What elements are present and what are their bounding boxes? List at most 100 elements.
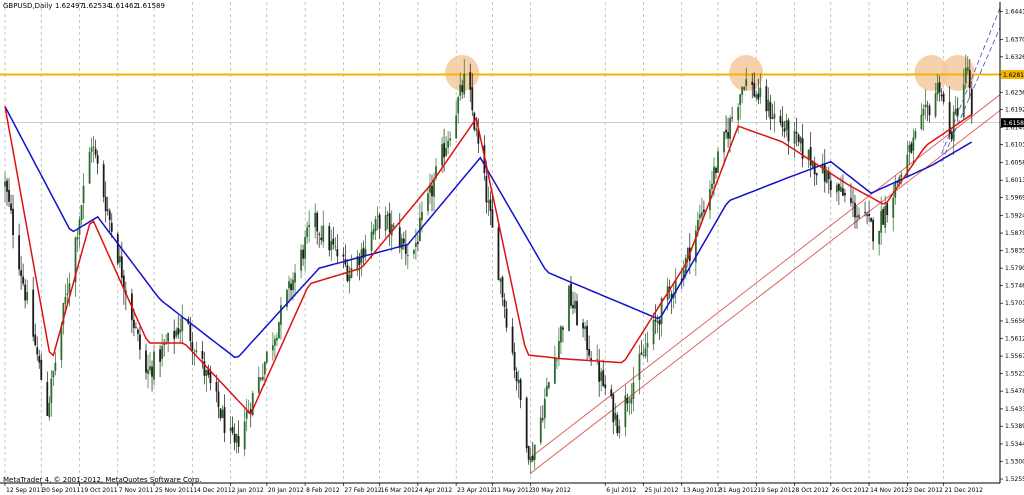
candle-body-198 <box>560 326 562 343</box>
candle-body-47 <box>135 326 137 328</box>
candle-body-62 <box>177 327 180 335</box>
y-tick-label-7: 1.61030 <box>1005 142 1024 149</box>
candle-body-302 <box>854 202 856 218</box>
candle-body-89 <box>251 393 254 416</box>
candle-body-55 <box>159 349 161 363</box>
candle-body-66 <box>189 324 192 342</box>
candle-body-50 <box>145 350 147 373</box>
candle-body-176 <box>499 279 502 282</box>
x-tick-label-8: 8 Feb 2012 <box>306 487 340 494</box>
trend-channel-line-0 <box>530 110 1001 474</box>
candle-body-42 <box>120 256 123 278</box>
candle-body-282 <box>797 134 800 142</box>
candle-body-0 <box>4 181 6 187</box>
candle-body-79 <box>223 407 226 433</box>
ohlc-low: 1.61462 <box>109 2 138 10</box>
candle-body-307 <box>868 214 870 217</box>
resistance-price-label: 1.62810 <box>1003 72 1024 79</box>
candle-body-3 <box>10 203 12 211</box>
candle-body-264 <box>745 79 748 86</box>
candle-body-313 <box>884 205 887 228</box>
candle-body-275 <box>779 116 782 123</box>
x-tick-label-12: 23 Apr 2012 <box>457 487 494 494</box>
candle-body-178 <box>503 299 506 307</box>
candle-body-233 <box>658 319 661 325</box>
candle-body-287 <box>811 160 814 168</box>
candle-body-102 <box>290 283 292 291</box>
candle-body-292 <box>825 171 828 183</box>
y-tick-label-21: 1.54780 <box>1005 388 1024 395</box>
candle-body-267 <box>755 94 758 99</box>
candle-body-76 <box>217 391 220 408</box>
candle-body-288 <box>813 163 816 175</box>
candle-body-179 <box>505 308 508 328</box>
candle-body-107 <box>304 237 307 259</box>
candle-body-57 <box>163 343 166 345</box>
candle-body-194 <box>547 382 550 389</box>
candle-body-202 <box>572 304 574 309</box>
candle-body-131 <box>372 229 375 235</box>
candle-body-119 <box>336 249 339 257</box>
candle-body-95 <box>271 345 274 351</box>
candle-body-147 <box>417 241 419 244</box>
candle-body-297 <box>839 186 842 192</box>
candle-body-184 <box>519 379 522 401</box>
x-tick-label-5: 14 Dec 2011 <box>193 487 232 494</box>
candle-body-251 <box>711 183 713 189</box>
candle-body-299 <box>844 192 846 196</box>
candle-body-310 <box>878 231 881 245</box>
y-tick-label-12: 1.58790 <box>1005 230 1024 237</box>
candle-body-231 <box>654 319 657 322</box>
y-tick-label-26: 1.52550 <box>1005 476 1024 483</box>
candle-body-183 <box>517 379 520 384</box>
axes <box>0 2 1001 484</box>
candle-body-246 <box>696 219 699 231</box>
highlight-circle-2 <box>914 54 949 91</box>
candle-body-74 <box>209 372 212 384</box>
candle-body-15 <box>46 382 49 416</box>
candle-body-341 <box>964 67 967 84</box>
candle-body-39 <box>110 222 113 232</box>
x-tick-label-7: 20 Jan 2012 <box>268 487 304 494</box>
candle-body-189 <box>533 444 536 460</box>
candle-body-257 <box>727 132 729 139</box>
candle-body-149 <box>421 211 423 221</box>
candle-body-320 <box>906 154 909 177</box>
chart-text: GBPUSD,Daily 1.62497 1.62534 1.61462 1.6… <box>3 2 202 484</box>
candle-body-225 <box>638 354 641 380</box>
candle-body-63 <box>179 329 182 333</box>
candle-body-306 <box>866 214 868 216</box>
moving-averages <box>4 106 973 416</box>
candle-body-165 <box>469 72 472 90</box>
y-tick-label-5: 1.61920 <box>1005 107 1024 114</box>
candle-body-10 <box>32 289 35 337</box>
candle-body-226 <box>640 352 643 355</box>
candle-body-222 <box>628 401 631 402</box>
candle-body-322 <box>910 143 913 154</box>
candle-body-281 <box>795 132 798 134</box>
y-tick-label-13: 1.58350 <box>1005 247 1024 254</box>
candle-body-196 <box>555 359 558 361</box>
candle-body-314 <box>886 203 889 216</box>
candle-body-239 <box>674 279 677 294</box>
candle-body-127 <box>360 249 363 263</box>
candle-body-339 <box>956 108 959 116</box>
candle-body-28 <box>80 205 83 220</box>
candle-body-145 <box>412 249 415 254</box>
candle-body-217 <box>614 412 617 420</box>
x-tick-label-2: 19 Oct 2011 <box>81 487 118 494</box>
candle-body-150 <box>427 193 429 211</box>
candle-body-7 <box>22 276 25 284</box>
candle-body-303 <box>856 215 858 217</box>
candle-body-201 <box>570 283 572 306</box>
candle-body-249 <box>703 209 705 212</box>
candle-body-80 <box>229 427 232 432</box>
candle-body-333 <box>940 94 943 97</box>
ohlc-open: 1.62497 <box>55 2 84 10</box>
candle-body-75 <box>215 381 218 392</box>
candle-body-67 <box>191 342 194 351</box>
candle-body-296 <box>837 184 840 191</box>
candle-body-144 <box>406 255 409 257</box>
